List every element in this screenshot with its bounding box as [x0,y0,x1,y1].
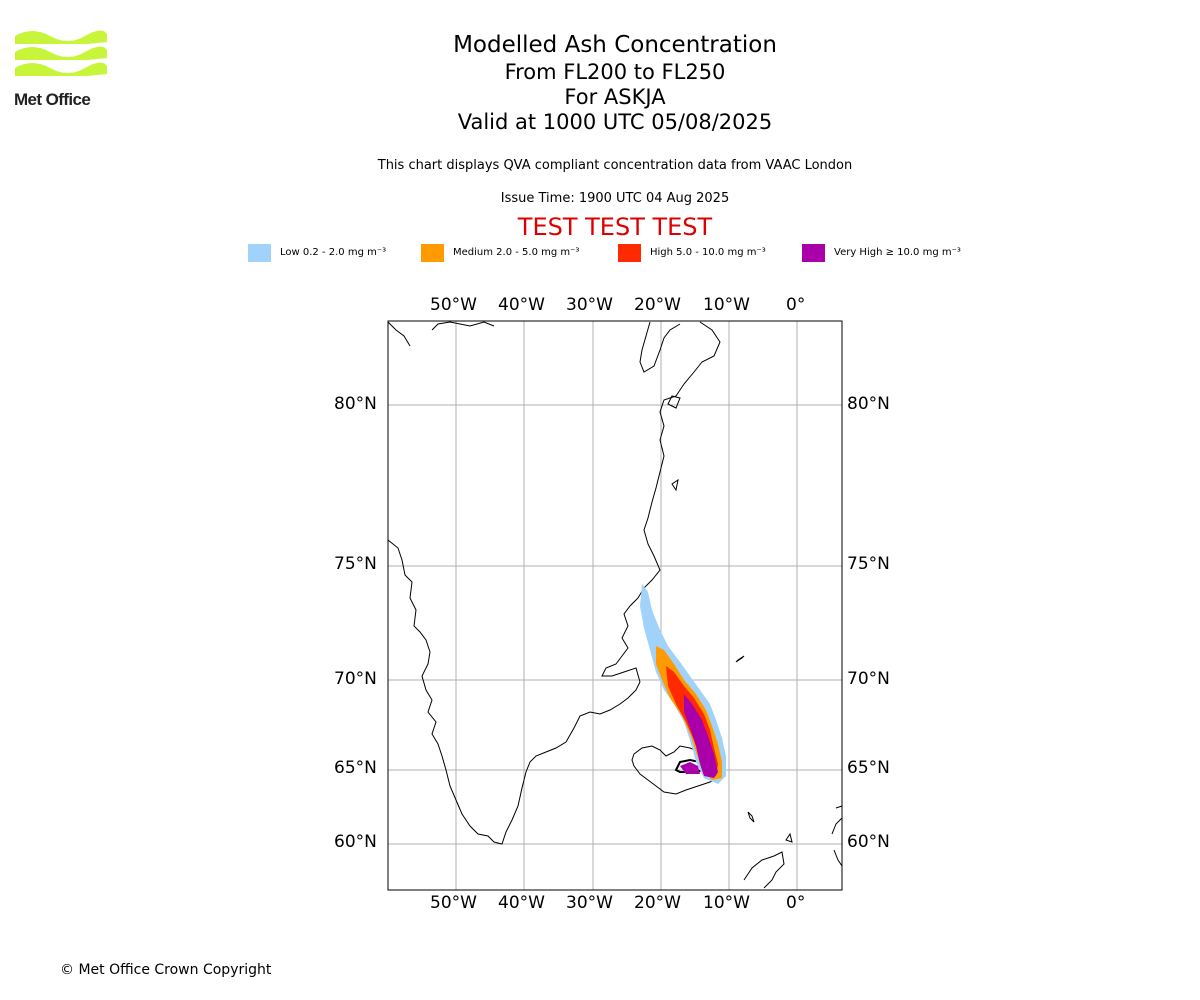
volcano-name: For ASKJA [564,85,666,109]
lat-label-right-70n: 70°N [847,669,890,689]
test-banner: TEST TEST TEST [517,213,713,241]
greenland-east-fjords [639,321,681,492]
greenland-north-coast [387,321,495,347]
chart-titles: Modelled Ash Concentration From FL200 to… [315,30,915,135]
valid-time: Valid at 1000 UTC 05/08/2025 [457,110,773,134]
lat-label-right-80n: 80°N [847,394,890,414]
legend-swatch-very-high [802,244,825,262]
lat-label-left-65n: 65°N [334,758,377,778]
lon-label-bottom-30w: 30°W [566,893,613,913]
legend-label-very-high: Very High ≥ 10.0 mg m⁻³ [834,247,961,258]
ash-very-high-concentration [680,694,718,778]
legend-swatch-low [248,244,271,262]
greenland-east-coast [601,321,721,683]
issue-time: Issue Time: 1900 UTC 04 Aug 2025 [500,191,730,206]
legend-swatch-medium [421,244,444,262]
copyright-notice: © Met Office Crown Copyright [60,962,272,978]
lon-label-top-20w: 20°W [634,295,681,315]
chart-description: This chart displays QVA compliant concen… [377,158,853,173]
legend-label-high: High 5.0 - 10.0 mg m⁻³ [650,247,766,258]
scotland-norway-coast [743,805,843,889]
legend-label-medium: Medium 2.0 - 5.0 mg m⁻³ [453,247,580,258]
lat-label-right-65n: 65°N [847,758,890,778]
chart-title: Modelled Ash Concentration [453,32,777,58]
lon-label-bottom-40w: 40°W [498,893,545,913]
lat-label-left-60n: 60°N [334,832,377,852]
lat-label-left-70n: 70°N [334,669,377,689]
greenland-west-coast [387,539,641,845]
lon-label-top-30w: 30°W [566,295,613,315]
lon-label-top-0: 0° [786,295,806,315]
graticule [388,321,842,890]
lon-label-top-50w: 50°W [430,295,477,315]
lon-label-bottom-50w: 50°W [430,893,477,913]
met-office-logo: Met Office [12,28,112,112]
lat-label-right-75n: 75°N [847,554,890,574]
faroe-islands [747,811,755,823]
lat-label-left-75n: 75°N [334,554,377,574]
lon-label-top-40w: 40°W [498,295,545,315]
lat-label-right-60n: 60°N [847,832,890,852]
map-frame [387,320,843,891]
lon-label-bottom-20w: 20°W [634,893,681,913]
logo-text: Met Office [14,90,91,109]
lon-label-top-10w: 10°W [703,295,750,315]
legend-label-low: Low 0.2 - 2.0 mg m⁻³ [280,247,387,258]
flight-level-range: From FL200 to FL250 [504,60,726,84]
ash-plume [640,584,726,784]
lat-label-left-80n: 80°N [334,394,377,414]
legend-swatch-high [618,244,641,262]
jan-mayen [735,655,745,663]
lon-label-bottom-10w: 10°W [703,893,750,913]
lon-label-bottom-0: 0° [786,893,806,913]
